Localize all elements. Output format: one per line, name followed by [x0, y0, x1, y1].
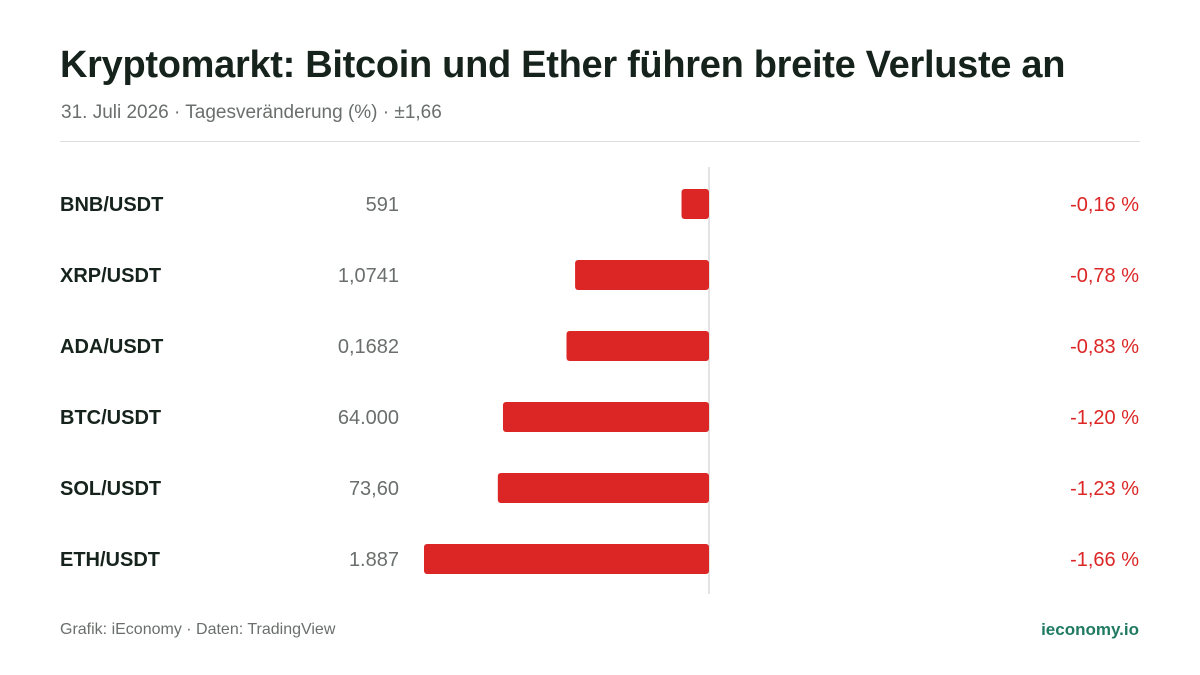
- change-bar: [575, 260, 709, 290]
- footer-brand: ieconomy.io: [1041, 620, 1139, 639]
- pair-label: XRP/USDT: [60, 265, 161, 287]
- price-label: 1.887: [349, 549, 399, 571]
- change-label: -1,23 %: [1070, 478, 1139, 500]
- price-label: 73,60: [349, 478, 399, 500]
- pair-label: BTC/USDT: [60, 407, 161, 429]
- pair-label: ETH/USDT: [60, 549, 160, 571]
- header-divider: [60, 141, 1140, 142]
- chart-subtitle: 31. Juli 2026 · Tagesveränderung (%) · ±…: [61, 102, 442, 123]
- footer-source: Grafik: iEconomy · Daten: TradingView: [60, 621, 336, 638]
- pair-label: ADA/USDT: [60, 336, 163, 358]
- pair-label: SOL/USDT: [60, 478, 161, 500]
- change-label: -0,78 %: [1070, 265, 1139, 287]
- change-label: -1,66 %: [1070, 549, 1139, 571]
- change-bar: [566, 331, 709, 361]
- change-bar: [502, 402, 709, 432]
- price-label: 591: [366, 194, 399, 216]
- change-label: -0,16 %: [1070, 194, 1139, 216]
- price-label: 64.000: [338, 407, 399, 429]
- change-bar: [497, 473, 709, 503]
- change-bar: [424, 544, 709, 574]
- change-label: -1,20 %: [1070, 407, 1139, 429]
- price-label: 1,0741: [338, 265, 399, 287]
- chart-title: Kryptomarkt: Bitcoin und Ether führen br…: [60, 44, 1066, 86]
- change-bar: [681, 189, 709, 219]
- price-label: 0,1682: [338, 336, 399, 358]
- pair-label: BNB/USDT: [60, 194, 163, 216]
- change-label: -0,83 %: [1070, 336, 1139, 358]
